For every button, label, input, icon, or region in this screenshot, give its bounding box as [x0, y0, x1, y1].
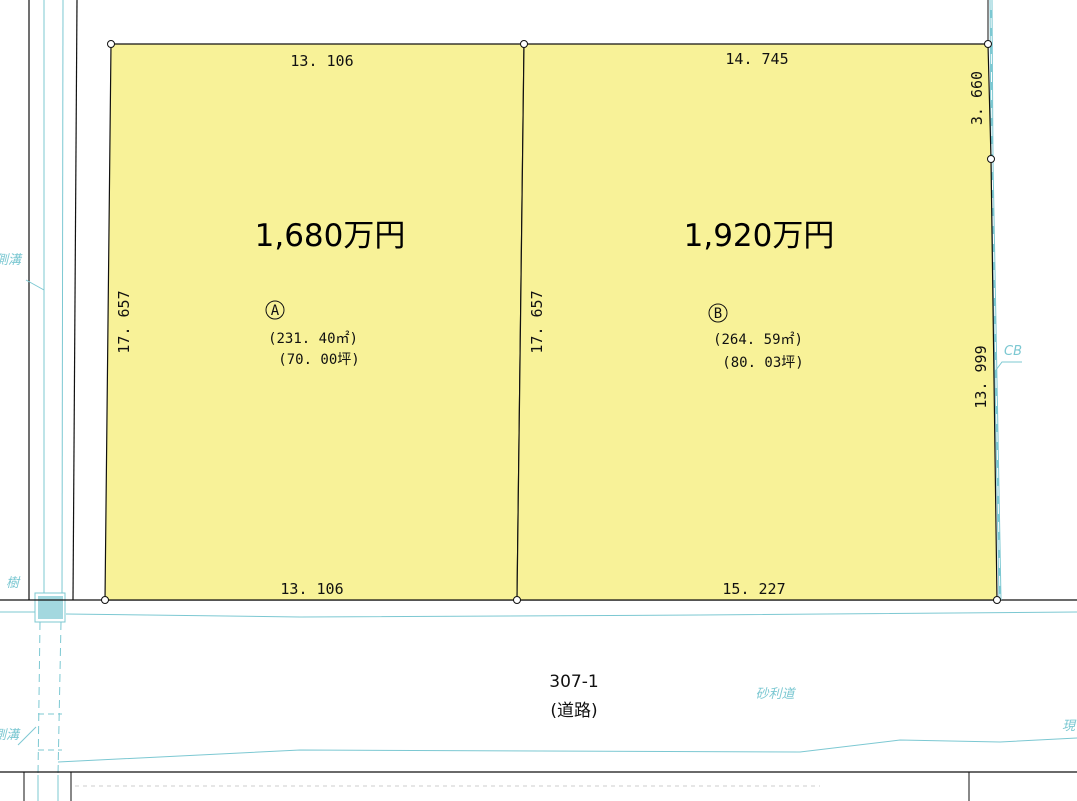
lot-a[interactable]	[104, 43, 525, 601]
lot-a-left-length: 17. 657	[115, 290, 133, 353]
lot-b-right-upper-length: 3. 660	[968, 71, 986, 125]
tree-note: 樹	[6, 576, 21, 591]
lot-b-bottom-length: 15. 227	[722, 580, 785, 598]
road-surface-note: 砂利道	[755, 687, 796, 702]
gutter-note-lower: 側溝	[0, 728, 21, 743]
lot-a-price: 1,680万円	[255, 218, 406, 254]
lot-a-area-m2: (231. 40㎡)	[268, 331, 358, 347]
lot-b[interactable]	[516, 43, 998, 601]
lot-b-price: 1,920万円	[684, 218, 835, 254]
gutter-note-upper: 側溝	[0, 253, 23, 268]
road-lines	[0, 599, 1077, 801]
lot-b-label-circle	[708, 303, 728, 323]
lot-b-area-m2: (264. 59㎡)	[713, 332, 803, 348]
lot-b-label: B	[714, 306, 722, 322]
right-edge-note: 現	[1062, 719, 1077, 734]
lot-a-label: A	[271, 303, 280, 319]
lot-a-label-circle	[265, 300, 285, 320]
left-waterway	[0, 0, 78, 801]
cb-note: CB	[1004, 344, 1022, 359]
lot-a-area-tsubo: (70. 00坪)	[278, 352, 359, 368]
lot-a-top-length: 13. 106	[290, 52, 353, 70]
lot-a-bottom-length: 13. 106	[280, 580, 343, 598]
lot-b-area-tsubo: (80. 03坪)	[722, 355, 803, 371]
lot-b-right-lower-length: 13. 999	[972, 345, 990, 408]
road-number: 307-1	[549, 672, 598, 692]
boundary-markers	[101, 40, 1001, 604]
lot-b-left-length: 17. 657	[528, 290, 546, 353]
road-label: (道路)	[550, 701, 597, 721]
catch-basin-icon	[34, 592, 66, 623]
lot-b-top-length: 14. 745	[725, 50, 788, 68]
